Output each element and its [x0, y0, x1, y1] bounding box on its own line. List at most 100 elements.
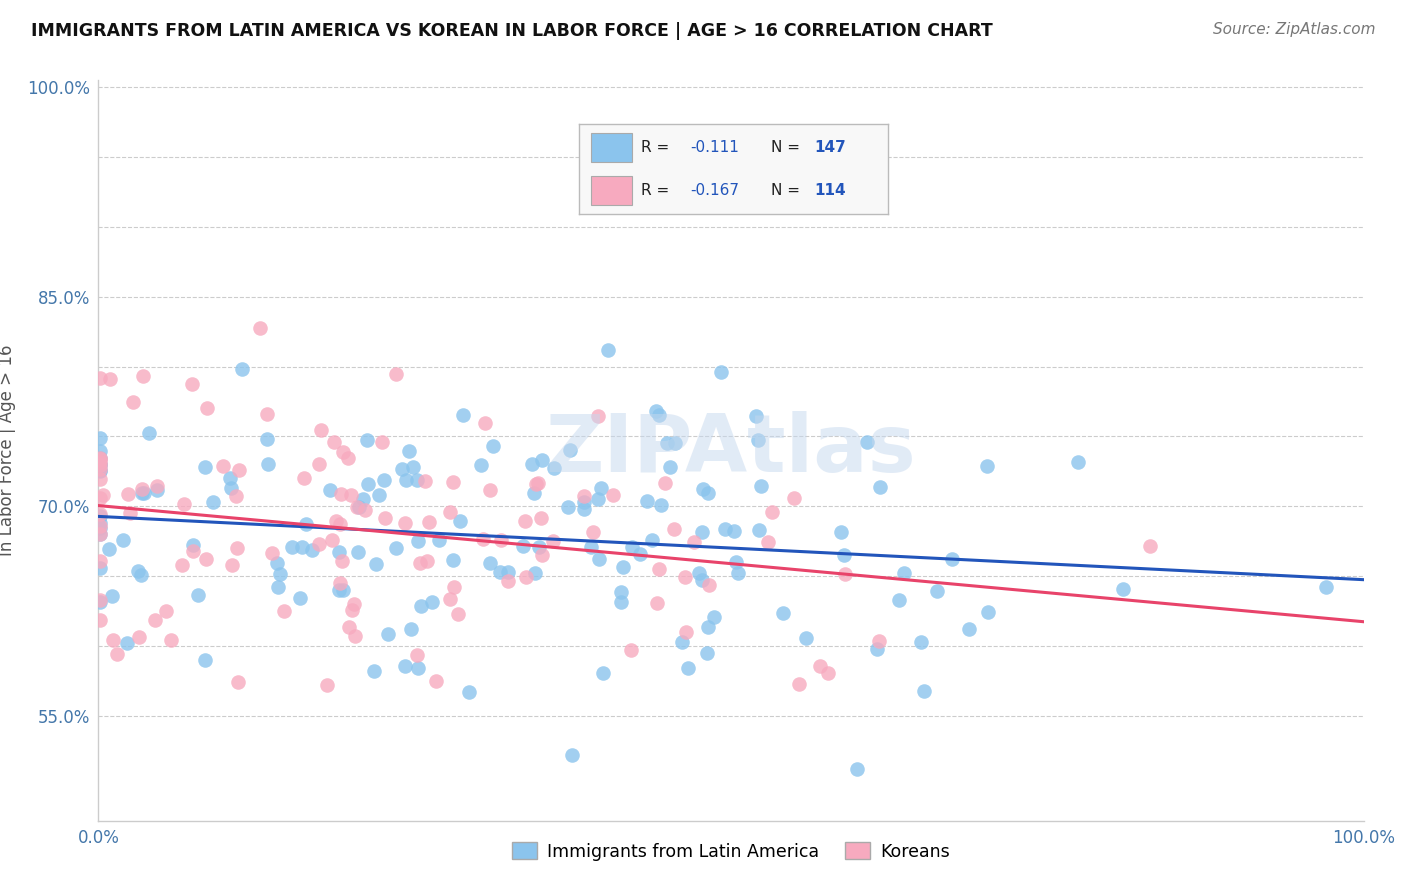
Point: [401, 622, 423, 636]
Point: [744, 409, 766, 423]
Point: [89, 371, 111, 385]
Point: [697, 620, 720, 634]
Point: [541, 534, 564, 549]
Point: [427, 533, 450, 547]
Point: [103, 633, 125, 648]
Point: [273, 604, 295, 618]
Point: [394, 516, 416, 530]
Point: [650, 498, 672, 512]
Point: [772, 606, 794, 620]
Point: [470, 458, 492, 473]
Point: [748, 524, 770, 538]
Point: [398, 443, 420, 458]
FancyBboxPatch shape: [592, 176, 631, 204]
Point: [869, 480, 891, 494]
Point: [586, 491, 609, 506]
Point: [498, 565, 520, 579]
Point: [697, 486, 720, 500]
Point: [231, 361, 253, 376]
Point: [524, 476, 547, 491]
Point: [115, 636, 138, 650]
Point: [249, 320, 271, 334]
Point: [526, 475, 548, 490]
Point: [128, 630, 150, 644]
Point: [129, 568, 152, 582]
Point: [89, 519, 111, 533]
Point: [138, 425, 160, 440]
Point: [620, 642, 643, 657]
Point: [371, 435, 394, 450]
Point: [384, 367, 406, 381]
Point: [406, 534, 429, 549]
Point: [328, 583, 350, 598]
Point: [98, 371, 121, 385]
Point: [395, 473, 418, 487]
Point: [256, 432, 278, 446]
Point: [479, 483, 502, 498]
Point: [598, 343, 620, 357]
Point: [131, 482, 153, 496]
Text: -0.111: -0.111: [690, 140, 740, 155]
Point: [295, 516, 318, 531]
Point: [522, 457, 544, 471]
Point: [654, 475, 676, 490]
Point: [628, 547, 651, 561]
Point: [374, 511, 396, 525]
Point: [692, 482, 714, 496]
Point: [143, 613, 166, 627]
Point: [219, 481, 242, 495]
Point: [194, 653, 217, 667]
Point: [413, 474, 436, 488]
Point: [439, 505, 461, 519]
Point: [89, 527, 111, 541]
Point: [789, 677, 811, 691]
Y-axis label: In Labor Force | Age > 16: In Labor Force | Age > 16: [0, 344, 15, 557]
Point: [523, 486, 546, 500]
Legend: Immigrants from Latin America, Koreans: Immigrants from Latin America, Koreans: [506, 836, 956, 868]
Point: [394, 659, 416, 673]
Point: [173, 497, 195, 511]
Point: [194, 459, 217, 474]
Point: [325, 514, 347, 528]
Point: [644, 404, 666, 418]
Point: [447, 607, 470, 622]
Point: [543, 461, 565, 475]
Point: [328, 544, 350, 558]
Point: [211, 459, 233, 474]
Point: [145, 479, 167, 493]
Point: [267, 581, 290, 595]
Point: [690, 524, 713, 539]
Point: [560, 443, 582, 458]
Point: [588, 551, 610, 566]
Point: [441, 475, 464, 489]
Point: [425, 673, 447, 688]
Point: [832, 548, 855, 562]
Text: 114: 114: [814, 183, 845, 198]
Point: [377, 627, 399, 641]
Point: [89, 463, 111, 477]
Point: [131, 486, 153, 500]
Point: [513, 515, 536, 529]
Point: [330, 487, 353, 501]
Point: [761, 505, 783, 519]
Point: [794, 631, 817, 645]
Point: [662, 522, 685, 536]
Point: [332, 582, 354, 597]
Point: [648, 562, 671, 576]
Text: IMMIGRANTS FROM LATIN AMERICA VS KOREAN IN LABOR FORCE | AGE > 16 CORRELATION CH: IMMIGRANTS FROM LATIN AMERICA VS KOREAN …: [31, 22, 993, 40]
Point: [97, 541, 120, 556]
Point: [89, 464, 111, 478]
Point: [111, 533, 134, 548]
Point: [602, 488, 624, 502]
Point: [256, 457, 278, 471]
Point: [337, 620, 360, 634]
Point: [89, 458, 111, 472]
Point: [531, 548, 554, 562]
Point: [195, 551, 218, 566]
Point: [530, 510, 553, 524]
Point: [690, 573, 713, 587]
Point: [117, 487, 139, 501]
Point: [451, 408, 474, 422]
Point: [1315, 581, 1337, 595]
Point: [591, 481, 613, 495]
